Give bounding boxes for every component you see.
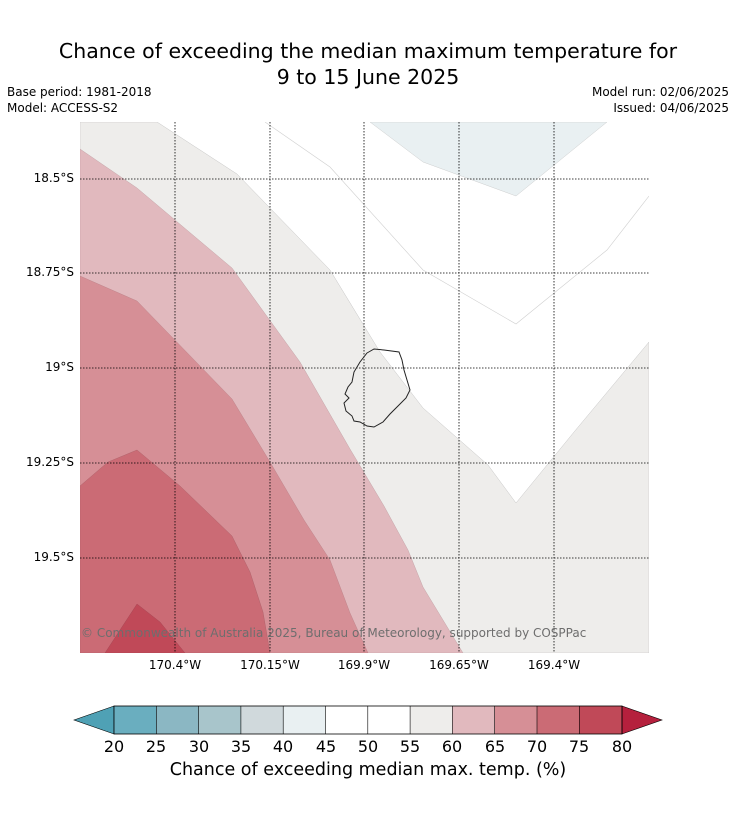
colorbar-tick-45: 45 (315, 737, 337, 756)
map-panel (80, 122, 649, 653)
colorbar-bin-50-55 (367, 706, 411, 734)
model-name: Model: ACCESS-S2 (7, 101, 119, 115)
colorbar-bin-25-30 (156, 706, 199, 734)
issued-date: Issued: 04/06/2025 (613, 101, 729, 115)
colorbar-bin-70-75 (537, 706, 580, 734)
contour-line-50 (264, 122, 649, 325)
colorbar-bin-45-50 (325, 706, 368, 734)
colorbar-bin-40-45 (283, 706, 326, 734)
colorbar-tick-60: 60 (441, 737, 463, 756)
colorbar-tick-75: 75 (568, 737, 590, 756)
colorbar-label: Chance of exceeding median max. temp. (%… (169, 760, 567, 780)
lon-label-170-15: 170.15°W (240, 658, 300, 672)
lon-label-169-9: 169.9°W (337, 658, 391, 672)
lon-label-169-65: 169.65°W (429, 658, 489, 672)
colorbar-tick-65: 65 (484, 737, 506, 756)
map-svg (80, 122, 649, 653)
lat-label-19: 19°S (45, 360, 74, 374)
colorbar-tick-40: 40 (272, 737, 294, 756)
region-40-45-top (369, 122, 608, 197)
map-title-line2: 9 to 15 June 2025 (276, 65, 460, 89)
lat-label-19-5: 19.5°S (33, 550, 74, 564)
lon-label-170-4: 170.4°W (148, 658, 202, 672)
region-75-80 (104, 603, 186, 653)
lat-label-19-25: 19.25°S (26, 455, 74, 469)
colorbar-tick-80: 80 (611, 737, 633, 756)
colorbar-tick-20: 20 (103, 737, 125, 756)
colorbar (70, 702, 666, 742)
colorbar-bin-30-35 (198, 706, 241, 734)
colorbar-tick-25: 25 (145, 737, 167, 756)
lon-label-169-4: 169.4°W (527, 658, 581, 672)
meta-right: Model run: 02/06/2025 Issued: 04/06/2025 (592, 84, 729, 116)
colorbar-bin-65-70 (494, 706, 537, 734)
colorbar-arrow-over (621, 705, 663, 735)
copyright-text: © Commonwealth of Australia 2025, Bureau… (81, 626, 587, 640)
map-title: Chance of exceeding the median maximum t… (0, 38, 736, 90)
lat-label-18-5: 18.5°S (33, 171, 74, 185)
map-title-line1: Chance of exceeding the median maximum t… (58, 39, 678, 63)
gridlines (80, 122, 649, 653)
colorbar-bin-20-25 (114, 706, 157, 734)
colorbar-tick-70: 70 (526, 737, 548, 756)
lat-label-18-75: 18.75°S (26, 265, 74, 279)
colorbar-tick-30: 30 (188, 737, 210, 756)
colorbar-arrow-under (73, 705, 115, 735)
colorbar-bin-60-65 (452, 706, 495, 734)
colorbar-tick-50: 50 (357, 737, 379, 756)
island-niue-outline (343, 348, 411, 428)
colorbar-dividers (156, 706, 580, 734)
colorbar-tick-35: 35 (230, 737, 252, 756)
colorbar-bin-55-60 (410, 706, 453, 734)
colorbar-bin-75-80 (579, 706, 622, 734)
colorbar-tick-55: 55 (399, 737, 421, 756)
colorbar-svg (73, 705, 663, 735)
colorbar-frame (113, 705, 623, 735)
colorbar-bin-35-40 (240, 706, 284, 734)
meta-left: Base period: 1981-2018 Model: ACCESS-S2 (7, 84, 152, 116)
base-period: Base period: 1981-2018 (7, 85, 152, 99)
model-run: Model run: 02/06/2025 (591, 85, 729, 99)
